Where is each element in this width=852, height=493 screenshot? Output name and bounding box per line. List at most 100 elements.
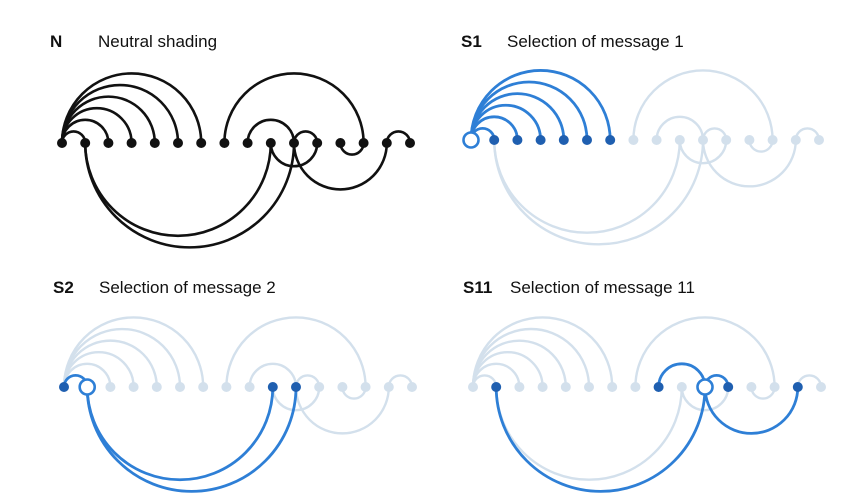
- message-node-5: [149, 138, 160, 148]
- arc-11-15: [701, 138, 797, 188]
- message-node-7: [605, 135, 616, 145]
- arc-10-12: [271, 385, 321, 412]
- message-node-9: [244, 382, 255, 392]
- arc-1-7: [62, 316, 205, 389]
- message-node-3: [103, 138, 114, 148]
- arc-2-11: [85, 385, 298, 493]
- message-node-15: [381, 138, 392, 148]
- message-node-3: [512, 135, 523, 145]
- arc-2-11: [83, 141, 296, 249]
- arc-2-11: [493, 138, 705, 246]
- message-node-7: [607, 382, 618, 392]
- arc-diagram: [59, 316, 417, 493]
- message-node-4: [535, 135, 546, 145]
- panel-neutral: N Neutral shading: [0, 0, 426, 249]
- arc-8-14: [634, 316, 776, 389]
- message-node-8: [219, 138, 230, 148]
- arc-10-12: [678, 138, 728, 165]
- message-node-7: [196, 138, 207, 148]
- message-node-11: [289, 138, 299, 148]
- message-node-8: [630, 382, 641, 392]
- message-node-4: [126, 138, 137, 148]
- arc-2-11: [494, 385, 707, 493]
- arc-11-15: [703, 385, 800, 435]
- message-node-14: [769, 382, 780, 392]
- message-node-5: [560, 382, 571, 392]
- message-node-13: [744, 135, 755, 145]
- message-node-16: [407, 382, 417, 392]
- arc-11-15: [294, 385, 390, 435]
- message-node-10: [674, 135, 685, 145]
- message-node-10: [265, 138, 276, 148]
- arc-1-7: [60, 72, 203, 145]
- message-node-15: [790, 135, 801, 145]
- message-node-2: [80, 138, 91, 148]
- message-node-12: [723, 382, 734, 392]
- message-node-9: [653, 382, 664, 392]
- message-node-11: [698, 135, 708, 145]
- message-node-13: [337, 382, 348, 392]
- message-node-14: [360, 382, 371, 392]
- panel-tag: N: [50, 32, 63, 51]
- message-node-7: [198, 382, 209, 392]
- arc-diagram: [462, 69, 824, 246]
- message-node-10: [676, 382, 687, 392]
- message-node-14: [358, 138, 369, 148]
- message-node-16: [814, 135, 824, 145]
- message-node-12: [721, 135, 732, 145]
- message-node-15: [792, 382, 803, 392]
- message-node-3: [105, 382, 116, 392]
- arc-10-12: [680, 385, 730, 412]
- arc-8-14: [632, 69, 774, 142]
- message-node-9: [651, 135, 662, 145]
- message-node-4: [537, 382, 548, 392]
- arc-10-12: [269, 141, 319, 168]
- arc-diagram: [57, 72, 415, 249]
- message-node-6: [582, 135, 592, 145]
- arc-9-11: [248, 362, 298, 389]
- message-node-2: [78, 378, 96, 396]
- message-node-15: [383, 382, 394, 392]
- message-node-5: [558, 135, 569, 145]
- arc-1-7: [469, 69, 612, 142]
- message-node-16: [816, 382, 826, 392]
- panel-title: Selection of message 2: [99, 278, 276, 297]
- message-node-1: [59, 382, 69, 392]
- panel-title: Selection of message 1: [507, 32, 684, 51]
- message-node-1: [468, 382, 478, 392]
- panel-title: Selection of message 11: [510, 278, 695, 297]
- message-node-14: [767, 135, 778, 145]
- message-node-1: [57, 138, 67, 148]
- message-node-4: [128, 382, 139, 392]
- arc-2-10: [495, 385, 683, 481]
- arc-1-7: [471, 316, 614, 389]
- arc-8-14: [223, 72, 365, 145]
- arc-11-15: [292, 141, 389, 191]
- arc-1-6: [62, 327, 182, 389]
- panel-title: Neutral shading: [98, 32, 218, 51]
- message-node-11: [696, 378, 714, 396]
- arc-9-11: [655, 115, 705, 142]
- panel-selection-1: S1 Selection of message 1: [0, 0, 852, 246]
- message-node-12: [312, 138, 323, 148]
- message-node-13: [746, 382, 757, 392]
- arc-8-14: [225, 316, 367, 389]
- message-node-9: [242, 138, 253, 148]
- message-node-13: [335, 138, 346, 148]
- message-node-5: [151, 382, 162, 392]
- message-node-2: [491, 382, 502, 392]
- message-node-3: [514, 382, 525, 392]
- message-node-6: [173, 138, 183, 148]
- message-node-2: [489, 135, 500, 145]
- panel-tag: S11: [463, 278, 493, 297]
- message-node-16: [405, 138, 415, 148]
- arc-9-11: [657, 362, 707, 389]
- arc-9-11: [246, 118, 296, 145]
- message-node-8: [221, 382, 232, 392]
- message-node-10: [267, 382, 278, 392]
- message-node-8: [628, 135, 639, 145]
- message-node-6: [584, 382, 594, 392]
- message-node-1: [462, 131, 480, 149]
